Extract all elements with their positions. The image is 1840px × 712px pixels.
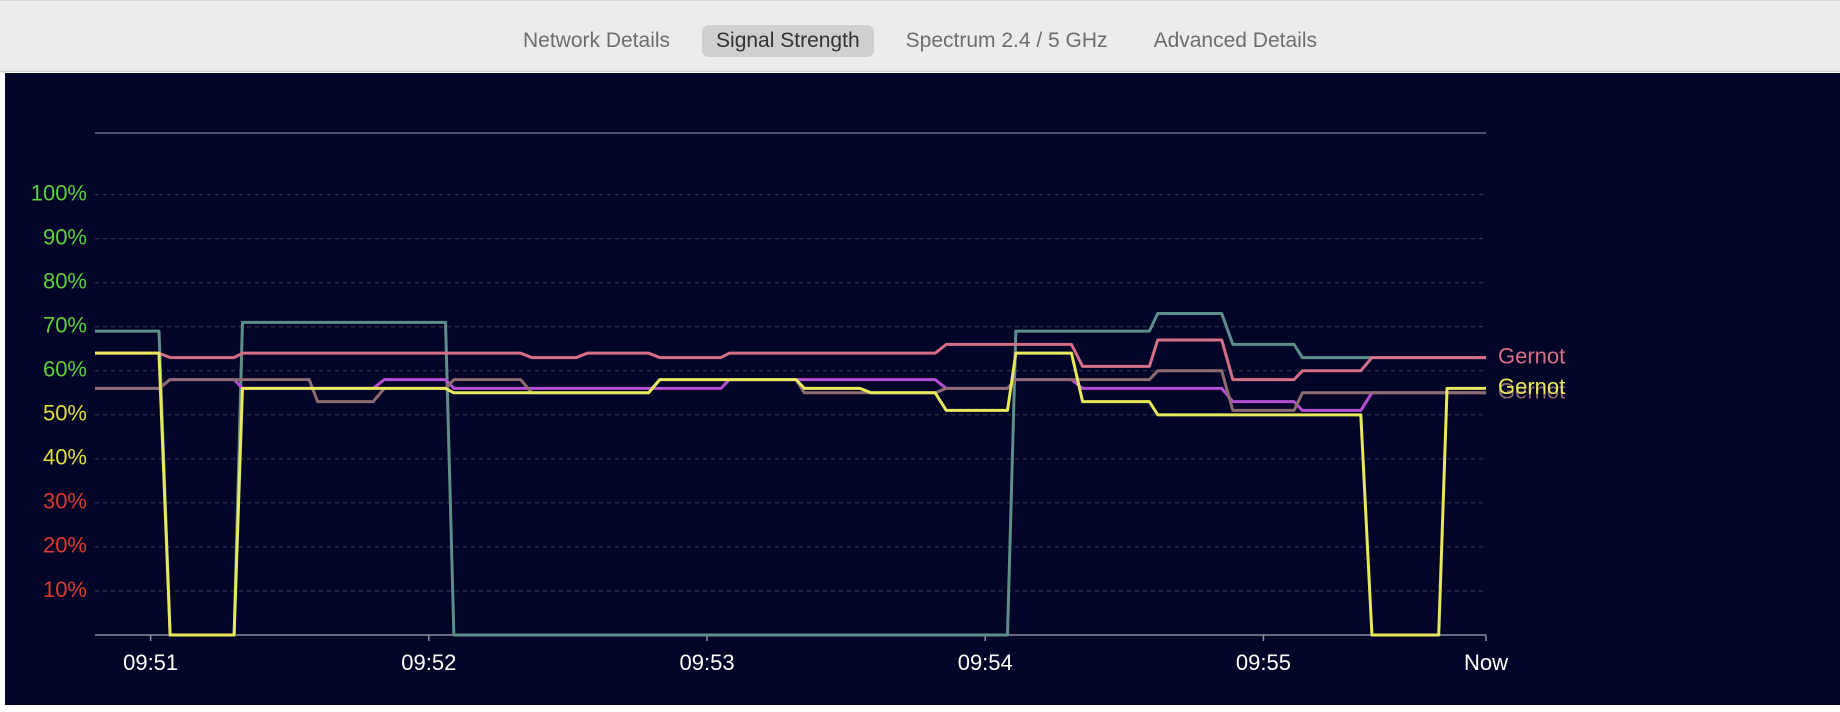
signal-line (95, 378, 1486, 412)
tab[interactable]: Signal Strength (702, 25, 874, 57)
signal-chart: 10% 20% 30% 40% 50% 60% 70% 80% 90% 100% 09:51 09:5… (5, 73, 1840, 705)
tab-bar: Network Details Signal Strength Spectrum 2… (0, 0, 1840, 72)
x-tick-label: Now (1464, 650, 1508, 675)
signal-line (95, 351, 1486, 637)
x-tick-label: 09:55 (1236, 650, 1291, 675)
y-tick-label: 30% (43, 489, 87, 514)
x-tick-label: 09:53 (680, 650, 735, 675)
tabs: Network Details Signal Strength Spectrum 2… (0, 25, 1840, 57)
tab[interactable]: Network Details (522, 29, 671, 52)
series-end-label: Gernot (1498, 379, 1565, 404)
y-tick-label: 70% (43, 313, 87, 338)
y-tick-label: 20% (43, 533, 87, 558)
y-tick-label: 100% (31, 180, 87, 205)
x-tick-label: 09:51 (123, 650, 178, 675)
y-tick-label: 60% (43, 357, 87, 382)
tab[interactable]: Advanced Details (1153, 29, 1317, 52)
x-tick-label: 09:52 (401, 650, 456, 675)
y-tick-label: 40% (43, 445, 87, 470)
y-tick-label: 80% (43, 269, 87, 294)
series-end-label: Gernot (1498, 343, 1565, 368)
series-end-label: Gernot (1498, 374, 1565, 399)
x-tick-label: 09:54 (958, 650, 1013, 675)
y-tick-label: 50% (43, 401, 87, 426)
signal-line (95, 338, 1486, 382)
tab[interactable]: Spectrum 2.4 / 5 GHz (905, 29, 1108, 52)
y-tick-label: 10% (43, 577, 87, 602)
y-tick-label: 90% (43, 224, 87, 249)
